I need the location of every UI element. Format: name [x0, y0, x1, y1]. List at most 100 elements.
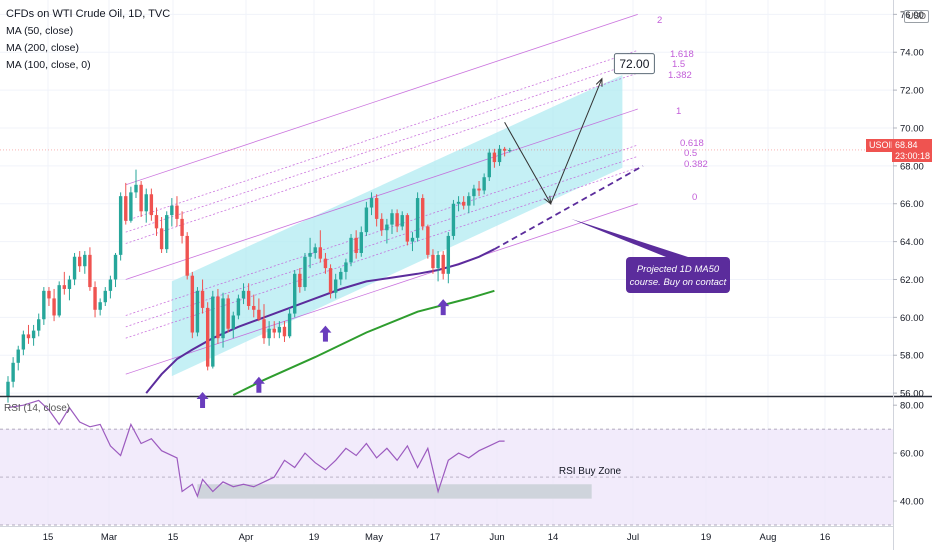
x-tick-label: 14 — [548, 532, 559, 543]
candle-body — [328, 268, 333, 293]
x-tick-label: 15 — [43, 532, 54, 543]
candle-body — [93, 287, 97, 310]
candle-body — [374, 198, 379, 219]
x-tick-label: Jun — [489, 532, 504, 543]
price-tag-symbol: USOIL — [866, 139, 900, 152]
candle-body — [221, 298, 225, 339]
fib-label-1: 1 — [676, 106, 681, 117]
y-tick-label: 70.00 — [900, 123, 924, 134]
ma200-line — [232, 289, 495, 396]
candle-body — [83, 254, 87, 267]
candle-body — [26, 334, 31, 339]
candle-body — [98, 302, 102, 310]
candle-body — [472, 188, 476, 197]
candle-body — [277, 326, 282, 333]
candle-body — [47, 290, 51, 299]
buy-signal-arrow — [252, 376, 265, 393]
candle-body — [16, 349, 20, 363]
candle-body — [205, 307, 210, 367]
candle-body — [395, 213, 399, 227]
candle-body — [195, 290, 200, 333]
currency-badge[interactable]: USD — [904, 10, 930, 23]
rsi-buy-zone-label: RSI Buy Zone — [559, 466, 622, 477]
candle-body — [400, 215, 404, 227]
candle-body — [42, 290, 46, 320]
candle-body — [262, 319, 266, 339]
y-tick-label: 56.00 — [900, 389, 924, 400]
candle-body — [349, 237, 353, 263]
candle-body — [129, 192, 133, 221]
y-tick-label: 60.00 — [900, 313, 924, 324]
candle-body — [359, 232, 363, 253]
candle-body — [308, 252, 312, 257]
candle-body — [282, 326, 287, 337]
candle-body — [298, 273, 302, 288]
fib-label-2: 2 — [657, 15, 662, 26]
annotation-text-line: course. Buy on contact — [630, 277, 727, 288]
candle-body — [487, 152, 491, 178]
candle-body — [180, 218, 184, 236]
fib-line-0.5 — [125, 156, 638, 328]
candle-body — [11, 362, 15, 382]
candle-body — [57, 285, 61, 316]
candle-body — [124, 196, 128, 221]
candle-body — [31, 330, 36, 339]
candle-body — [431, 254, 435, 269]
candle-body — [267, 328, 271, 339]
candle-body — [21, 334, 26, 350]
buy-signal-arrow — [319, 325, 332, 342]
candle-body — [344, 262, 348, 272]
candle-body — [113, 254, 118, 280]
candle-body — [482, 177, 486, 191]
ma50-legend[interactable]: MA (50, close) — [6, 25, 74, 37]
candle-body — [380, 218, 384, 231]
annotation-box — [626, 257, 730, 293]
candle-body — [37, 319, 41, 331]
candle-body — [62, 285, 67, 289]
candle-body — [415, 198, 420, 238]
candle-body — [446, 235, 451, 274]
candle-body — [303, 256, 307, 288]
y-tick-label: 72.00 — [900, 86, 924, 97]
candle-body — [421, 198, 425, 227]
candle-body — [405, 215, 410, 242]
ma100-legend[interactable]: MA (100, close, 0) — [6, 59, 91, 71]
chart-title: CFDs on WTI Crude Oil, 1D, TVC — [6, 8, 171, 20]
candle-body — [52, 298, 56, 316]
candle-body — [149, 194, 154, 216]
price-tag-value: 68.84 — [892, 139, 932, 151]
candle-body — [385, 224, 389, 231]
buy-signal-arrow — [196, 391, 209, 408]
buy-signal-arrow — [437, 299, 450, 316]
candle-body — [185, 235, 189, 276]
x-tick-label: Mar — [101, 532, 117, 543]
price-tag-countdown: 23:00:18 — [892, 151, 932, 162]
x-tick-label: 19 — [309, 532, 320, 543]
ma50-projection-line — [493, 165, 644, 250]
target-box-label: 72.00 — [619, 57, 649, 71]
candle-body — [72, 256, 77, 280]
candle-body — [139, 184, 143, 212]
candle-body — [354, 237, 358, 253]
candle-body — [369, 198, 374, 208]
rsi-y-tick-label: 80.00 — [900, 401, 924, 412]
candle-body — [323, 258, 328, 269]
candle-body — [257, 309, 261, 320]
candle-body — [190, 275, 195, 333]
rsi-layer: RSI Buy Zone — [0, 399, 893, 526]
fib-line-1.382 — [125, 72, 638, 244]
candle-body — [241, 290, 246, 299]
candle-body — [154, 215, 159, 229]
candle-body — [144, 194, 148, 212]
candle-body — [170, 205, 174, 216]
ma200-legend[interactable]: MA (200, close) — [6, 42, 79, 54]
candle-body — [175, 205, 179, 219]
fib-label-0.618: 0.618 — [680, 138, 704, 149]
rsi-legend[interactable]: RSI (14, close) — [4, 403, 71, 414]
target-box — [613, 53, 655, 75]
x-tick-label: 17 — [430, 532, 441, 543]
candle-body — [88, 254, 92, 288]
